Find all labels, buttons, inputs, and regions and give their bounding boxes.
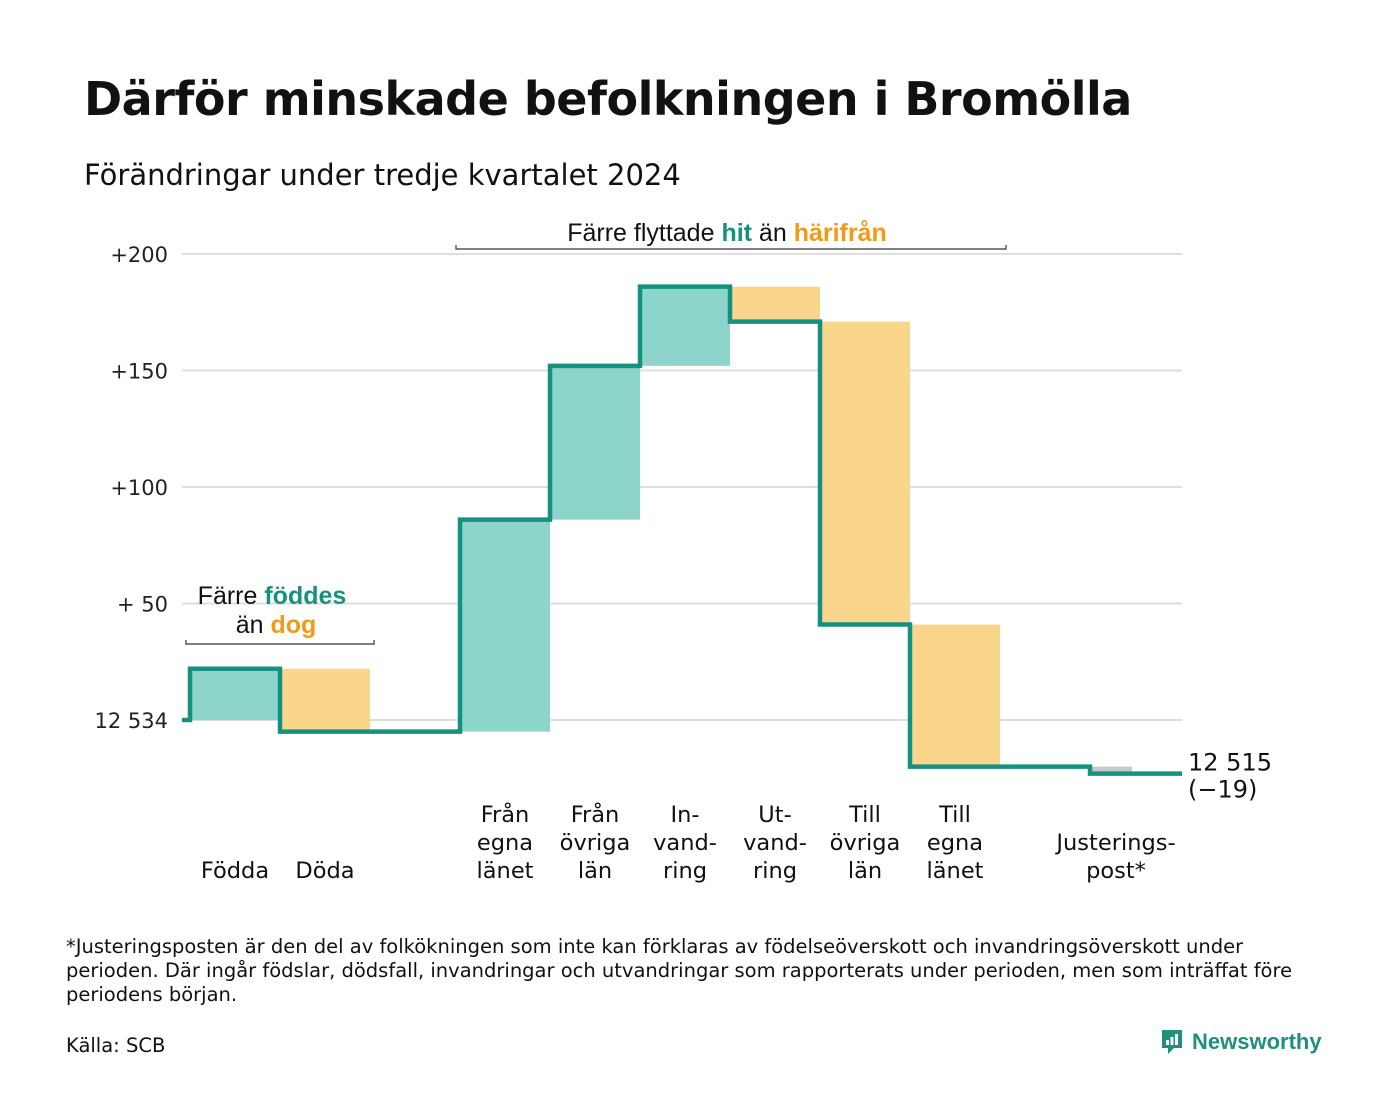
annotation-births-bracket [185,640,375,645]
x-category-label: vand- [743,830,807,856]
x-category-label: Från [571,800,620,828]
change-label: (−19) [1188,776,1257,804]
x-category-label: Justerings- [1054,830,1175,856]
x-category-label: In- [670,802,699,828]
bar [550,365,640,520]
bar [910,624,1000,767]
cumulative-line [182,284,1182,776]
x-category-label: övriga [560,830,631,856]
annotation-births-line1: Färre föddes [198,582,347,610]
x-category-label: Till [938,802,971,828]
y-tick-label: +100 [110,476,168,500]
brand-name: Newsworthy [1192,1029,1322,1054]
x-category-label: länet [477,858,534,884]
x-category-label: Döda [295,858,354,884]
x-category-label: vand- [653,830,717,856]
chart-subtitle: Förändringar under tredje kvartalet 2024 [84,158,681,192]
bar [280,668,370,732]
x-category-label: län [578,858,612,884]
chart-title: Därför minskade befolkningen i Bromölla [84,72,1132,126]
brand-logo: Newsworthy [1160,1028,1322,1056]
bar [190,668,280,720]
x-category-label: län [848,858,882,884]
x-category-label: Födda [201,858,269,884]
annotation-moves: Färre flyttade hit än härifrån [567,219,887,247]
x-category-label: övriga [830,830,901,856]
bar [730,286,820,322]
y-tick-label: +200 [110,243,168,267]
y-tick-label: + 50 [117,593,168,617]
x-category-label: Till [848,802,881,828]
source-label: Källa: SCB [66,1034,166,1057]
bar [820,321,910,625]
x-category-label: länet [927,858,984,884]
y-tick-label: +150 [110,360,168,384]
bar [1092,766,1132,774]
x-category-label: Från [481,800,530,828]
end-population-label: 12 515 [1188,749,1272,777]
newsworthy-icon [1162,1030,1182,1054]
x-category-label: egna [477,830,533,856]
annotation-births-line2: än dog [236,611,317,639]
x-category-label: egna [927,830,983,856]
x-category-label: ring [753,858,797,884]
y-tick-label: 12 534 [95,709,168,733]
bar [460,519,550,732]
annotation-moves-bracket [455,245,1007,250]
x-category-label: post* [1086,858,1146,884]
x-category-label: Ut- [758,802,791,828]
footnote: *Justeringsposten är den del av folkökni… [66,935,1293,1006]
x-category-label: ring [663,858,707,884]
bar [640,286,730,366]
